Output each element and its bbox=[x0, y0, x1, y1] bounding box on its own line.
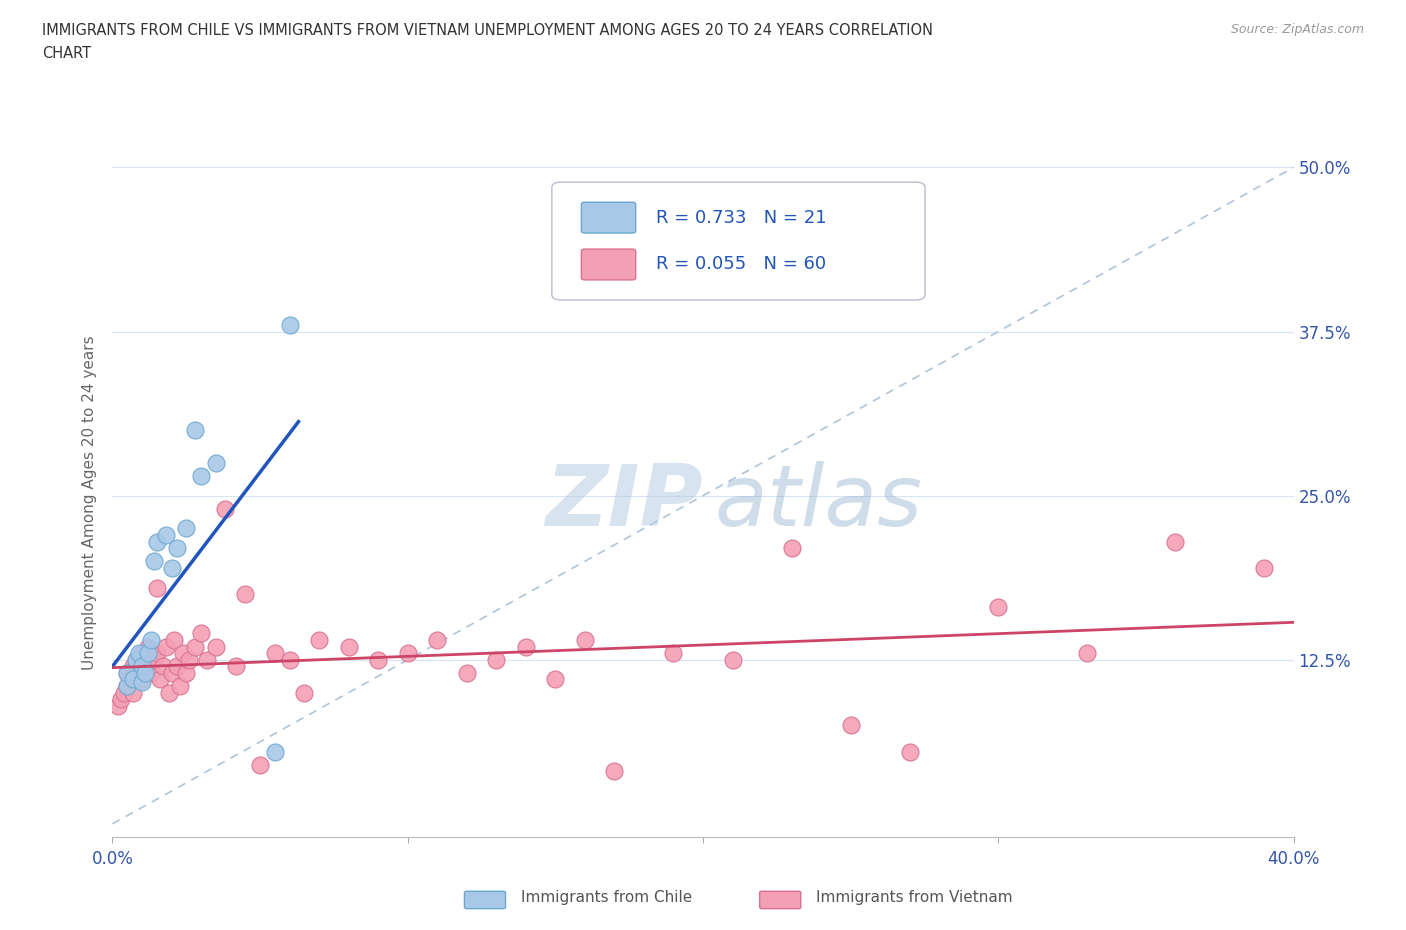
FancyBboxPatch shape bbox=[551, 182, 925, 300]
Point bbox=[155, 527, 177, 542]
Text: Immigrants from Vietnam: Immigrants from Vietnam bbox=[815, 890, 1012, 905]
Point bbox=[149, 672, 172, 687]
Point bbox=[1164, 534, 1187, 549]
Point bbox=[125, 652, 148, 667]
Point bbox=[662, 645, 685, 660]
Point bbox=[264, 744, 287, 759]
Point bbox=[205, 456, 228, 471]
Point bbox=[574, 632, 596, 647]
Point bbox=[166, 658, 188, 673]
Point bbox=[249, 757, 271, 772]
FancyBboxPatch shape bbox=[759, 891, 801, 909]
Point bbox=[112, 685, 135, 700]
Point bbox=[139, 632, 162, 647]
Point bbox=[544, 672, 567, 687]
Point bbox=[1076, 645, 1098, 660]
Point bbox=[107, 698, 129, 713]
Point bbox=[456, 666, 478, 681]
Point bbox=[780, 540, 803, 555]
Point bbox=[157, 685, 180, 700]
Point bbox=[195, 652, 218, 667]
Point bbox=[139, 666, 162, 681]
Point bbox=[214, 501, 236, 516]
Point bbox=[146, 645, 169, 660]
Point bbox=[190, 469, 212, 484]
Point bbox=[110, 692, 132, 707]
Point bbox=[152, 658, 174, 673]
Point bbox=[308, 632, 330, 647]
Point bbox=[485, 652, 508, 667]
Text: IMMIGRANTS FROM CHILE VS IMMIGRANTS FROM VIETNAM UNEMPLOYMENT AMONG AGES 20 TO 2: IMMIGRANTS FROM CHILE VS IMMIGRANTS FROM… bbox=[42, 23, 934, 38]
Point bbox=[163, 632, 186, 647]
Point bbox=[898, 744, 921, 759]
Point bbox=[166, 540, 188, 555]
Point bbox=[426, 632, 449, 647]
Text: CHART: CHART bbox=[42, 46, 91, 60]
Point bbox=[184, 422, 207, 437]
Point bbox=[128, 645, 150, 660]
Point bbox=[337, 639, 360, 654]
Point bbox=[292, 685, 315, 700]
Point bbox=[122, 658, 145, 673]
Point bbox=[134, 666, 156, 681]
Point bbox=[136, 645, 159, 660]
Point bbox=[174, 521, 197, 536]
Y-axis label: Unemployment Among Ages 20 to 24 years: Unemployment Among Ages 20 to 24 years bbox=[82, 335, 97, 670]
Point bbox=[205, 639, 228, 654]
Point bbox=[155, 639, 177, 654]
Point bbox=[117, 679, 138, 694]
Point bbox=[1253, 561, 1275, 576]
Point bbox=[120, 672, 142, 687]
Point bbox=[839, 718, 862, 733]
FancyBboxPatch shape bbox=[581, 249, 636, 280]
Point bbox=[131, 674, 153, 689]
Point bbox=[721, 652, 744, 667]
Text: R = 0.733   N = 21: R = 0.733 N = 21 bbox=[655, 208, 827, 227]
Point bbox=[128, 666, 150, 681]
Point bbox=[169, 679, 191, 694]
Text: Source: ZipAtlas.com: Source: ZipAtlas.com bbox=[1230, 23, 1364, 36]
Point bbox=[396, 645, 419, 660]
Point bbox=[987, 600, 1010, 615]
Point bbox=[160, 666, 183, 681]
Point bbox=[190, 626, 212, 641]
Point bbox=[179, 652, 201, 667]
FancyBboxPatch shape bbox=[464, 891, 506, 909]
Point bbox=[160, 561, 183, 576]
Point bbox=[131, 658, 153, 673]
Point bbox=[131, 672, 153, 687]
Point bbox=[117, 666, 138, 681]
Point bbox=[142, 652, 165, 667]
Text: Immigrants from Chile: Immigrants from Chile bbox=[520, 890, 692, 905]
Point bbox=[603, 764, 626, 778]
Point bbox=[233, 587, 256, 602]
Point bbox=[117, 666, 138, 681]
Point bbox=[225, 658, 247, 673]
Point bbox=[134, 658, 156, 673]
Point bbox=[278, 652, 301, 667]
Point bbox=[117, 679, 138, 694]
FancyBboxPatch shape bbox=[581, 202, 636, 233]
Point bbox=[125, 652, 148, 667]
Text: R = 0.055   N = 60: R = 0.055 N = 60 bbox=[655, 256, 825, 273]
Point bbox=[278, 317, 301, 332]
Text: ZIP: ZIP bbox=[546, 460, 703, 544]
Point bbox=[367, 652, 389, 667]
Point bbox=[142, 554, 165, 569]
Point bbox=[174, 666, 197, 681]
Point bbox=[184, 639, 207, 654]
Text: atlas: atlas bbox=[714, 460, 922, 544]
Point bbox=[146, 580, 169, 595]
Point bbox=[122, 672, 145, 687]
Point bbox=[136, 639, 159, 654]
Point bbox=[131, 645, 153, 660]
Point bbox=[264, 645, 287, 660]
Point bbox=[515, 639, 537, 654]
Point bbox=[146, 534, 169, 549]
Point bbox=[122, 685, 145, 700]
Point bbox=[172, 645, 194, 660]
